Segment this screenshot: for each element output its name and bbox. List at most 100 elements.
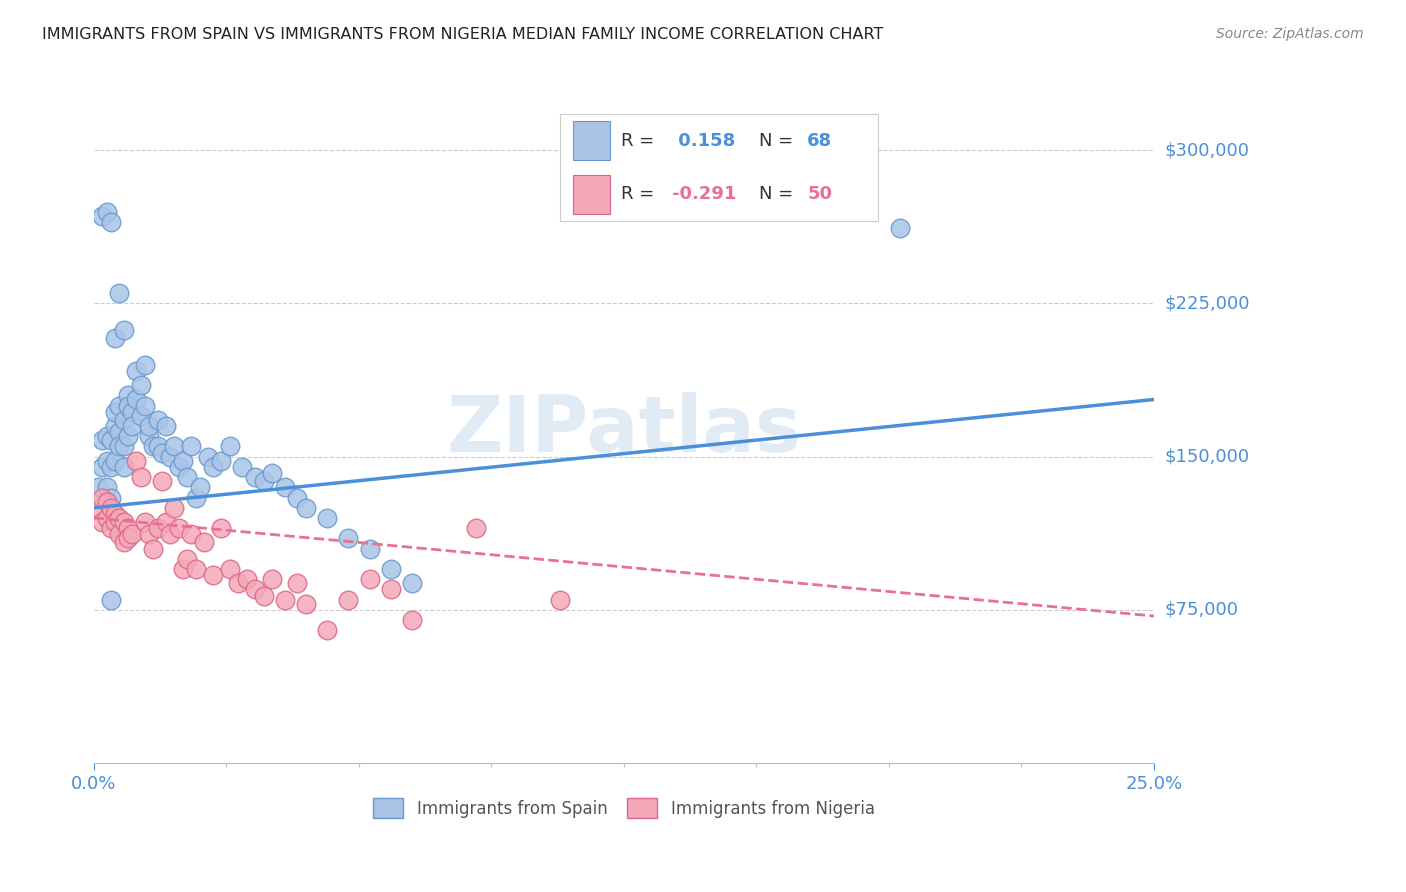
Point	[274, 592, 297, 607]
Point	[142, 541, 165, 556]
Point	[167, 521, 190, 535]
Point	[129, 378, 152, 392]
Point	[117, 429, 139, 443]
Point	[287, 576, 309, 591]
Point	[100, 459, 122, 474]
Point	[138, 419, 160, 434]
Point	[104, 405, 127, 419]
Point	[112, 515, 135, 529]
Point	[91, 434, 114, 448]
Text: 50: 50	[807, 186, 832, 203]
Point	[100, 491, 122, 505]
Point	[176, 470, 198, 484]
FancyBboxPatch shape	[561, 113, 879, 221]
Point	[401, 576, 423, 591]
Point	[100, 500, 122, 515]
Point	[243, 470, 266, 484]
FancyBboxPatch shape	[574, 121, 610, 160]
Point	[889, 220, 911, 235]
Point	[359, 572, 381, 586]
Point	[150, 474, 173, 488]
Point	[108, 511, 131, 525]
Point	[159, 527, 181, 541]
Text: ZIPatlas: ZIPatlas	[447, 392, 801, 467]
Point	[87, 480, 110, 494]
Point	[117, 521, 139, 535]
Point	[180, 527, 202, 541]
Point	[209, 521, 232, 535]
Point	[96, 429, 118, 443]
Text: N =: N =	[759, 132, 799, 150]
Point	[142, 440, 165, 454]
Point	[125, 364, 148, 378]
Point	[112, 413, 135, 427]
Point	[176, 551, 198, 566]
Point	[134, 515, 156, 529]
Point	[155, 515, 177, 529]
Point	[129, 470, 152, 484]
Text: 0.158: 0.158	[672, 132, 735, 150]
Text: -0.291: -0.291	[672, 186, 737, 203]
Point	[100, 592, 122, 607]
Point	[112, 535, 135, 549]
Point	[87, 500, 110, 515]
Point	[91, 209, 114, 223]
Point	[252, 589, 274, 603]
Text: Source: ZipAtlas.com: Source: ZipAtlas.com	[1216, 27, 1364, 41]
Point	[316, 511, 339, 525]
Point	[117, 399, 139, 413]
Point	[243, 582, 266, 597]
Point	[100, 215, 122, 229]
Point	[209, 454, 232, 468]
Point	[184, 491, 207, 505]
Point	[218, 562, 240, 576]
Point	[235, 572, 257, 586]
Point	[146, 413, 169, 427]
Point	[316, 624, 339, 638]
Point	[117, 532, 139, 546]
Point	[108, 527, 131, 541]
Point	[201, 568, 224, 582]
Point	[112, 440, 135, 454]
Point	[138, 527, 160, 541]
Point	[125, 454, 148, 468]
Point	[134, 399, 156, 413]
Point	[252, 474, 274, 488]
Legend: Immigrants from Spain, Immigrants from Nigeria: Immigrants from Spain, Immigrants from N…	[367, 792, 882, 824]
Point	[380, 562, 402, 576]
Point	[287, 491, 309, 505]
Text: N =: N =	[759, 186, 799, 203]
Point	[172, 562, 194, 576]
Point	[117, 388, 139, 402]
Point	[295, 500, 318, 515]
Point	[100, 521, 122, 535]
Point	[112, 323, 135, 337]
Point	[104, 419, 127, 434]
Point	[146, 521, 169, 535]
Point	[172, 454, 194, 468]
Point	[550, 592, 572, 607]
Point	[96, 480, 118, 494]
Point	[138, 429, 160, 443]
Point	[100, 434, 122, 448]
Point	[96, 454, 118, 468]
Text: IMMIGRANTS FROM SPAIN VS IMMIGRANTS FROM NIGERIA MEDIAN FAMILY INCOME CORRELATIO: IMMIGRANTS FROM SPAIN VS IMMIGRANTS FROM…	[42, 27, 883, 42]
Point	[159, 450, 181, 464]
Point	[218, 440, 240, 454]
Text: R =: R =	[621, 186, 659, 203]
Text: R =: R =	[621, 132, 659, 150]
Point	[188, 480, 211, 494]
Text: $150,000: $150,000	[1164, 448, 1250, 466]
Point	[91, 459, 114, 474]
Point	[197, 450, 219, 464]
Point	[274, 480, 297, 494]
Point	[91, 491, 114, 505]
Point	[337, 532, 360, 546]
Point	[121, 527, 143, 541]
Point	[401, 613, 423, 627]
Point	[231, 459, 253, 474]
Point	[260, 572, 283, 586]
Point	[337, 592, 360, 607]
Point	[359, 541, 381, 556]
Text: $225,000: $225,000	[1164, 294, 1250, 312]
